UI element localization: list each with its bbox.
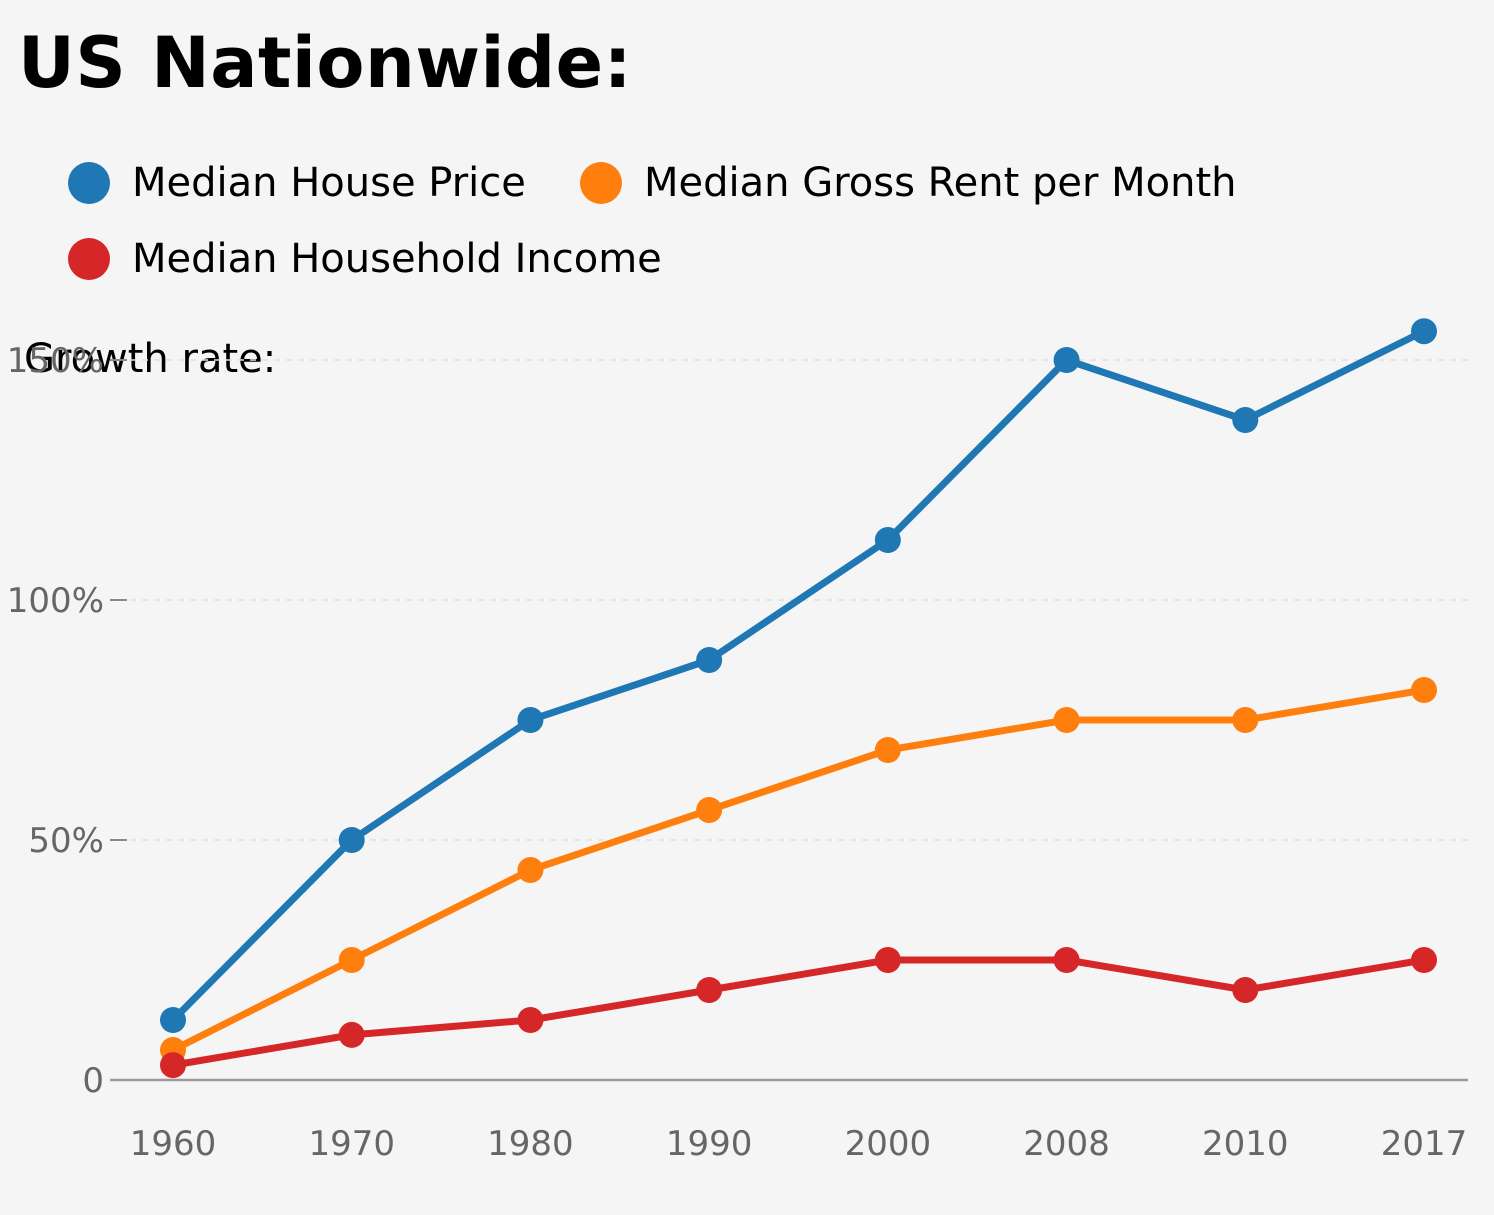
- data-point-median-house-price: [1411, 318, 1437, 345]
- legend-item-gross-rent: Median Gross Rent per Month: [580, 160, 1237, 206]
- legend-marker-house-price: [68, 162, 110, 204]
- legend-item-house-price: Median House Price: [68, 160, 526, 206]
- x-tick-label: 1970: [308, 1124, 395, 1164]
- data-point-median-gross-rent-per-month: [517, 857, 544, 883]
- data-point-median-house-price: [160, 1007, 186, 1033]
- y-tick-label: 150%: [7, 341, 104, 381]
- series-line-median-gross-rent-per-month: [169, 686, 1428, 1054]
- y-tick-label: 0: [82, 1061, 104, 1101]
- data-point-median-house-price: [517, 707, 544, 733]
- legend-item-household-income: Median Household Income: [68, 236, 662, 282]
- data-point-median-household-income: [696, 977, 723, 1003]
- legend-marker-gross-rent: [580, 162, 622, 204]
- data-point-median-gross-rent-per-month: [338, 947, 365, 973]
- chart-title: US Nationwide:: [18, 22, 633, 104]
- data-point-median-house-price: [874, 527, 901, 553]
- data-point-median-house-price: [696, 647, 723, 673]
- x-tick-label: 1980: [487, 1124, 574, 1164]
- x-tick-label: 2017: [1381, 1124, 1468, 1164]
- x-tick-label: 2010: [1202, 1124, 1289, 1164]
- series-line-median-house-price: [169, 327, 1428, 1024]
- legend-label-household-income: Median Household Income: [132, 236, 662, 282]
- x-tick-label: 2008: [1023, 1124, 1110, 1164]
- data-point-median-gross-rent-per-month: [1411, 677, 1437, 703]
- data-point-median-household-income: [874, 947, 901, 973]
- data-point-median-house-price: [1232, 407, 1259, 433]
- x-tick-label: 2000: [845, 1124, 932, 1164]
- x-tick-label: 1960: [130, 1124, 217, 1164]
- series-line-median-household-income: [169, 956, 1428, 1069]
- data-point-median-household-income: [160, 1052, 186, 1079]
- y-axis-title: Growth rate:: [24, 336, 277, 382]
- legend-label-gross-rent: Median Gross Rent per Month: [644, 160, 1237, 206]
- legend-label-house-price: Median House Price: [132, 160, 526, 206]
- legend-marker-household-income: [68, 238, 110, 280]
- data-point-median-house-price: [338, 827, 365, 853]
- data-point-median-household-income: [517, 1007, 544, 1033]
- data-point-median-gross-rent-per-month: [1232, 707, 1259, 733]
- y-tick-label: 100%: [7, 581, 104, 621]
- data-point-median-house-price: [1053, 347, 1080, 373]
- x-tick-label: 1990: [666, 1124, 753, 1164]
- data-point-median-gross-rent-per-month: [874, 737, 901, 763]
- data-point-median-gross-rent-per-month: [696, 797, 723, 823]
- data-point-median-household-income: [1232, 977, 1259, 1003]
- data-point-median-household-income: [1411, 947, 1437, 973]
- data-point-median-household-income: [338, 1021, 365, 1048]
- data-point-median-household-income: [1053, 947, 1080, 973]
- data-point-median-gross-rent-per-month: [1053, 707, 1080, 733]
- y-tick-label: 50%: [28, 821, 104, 861]
